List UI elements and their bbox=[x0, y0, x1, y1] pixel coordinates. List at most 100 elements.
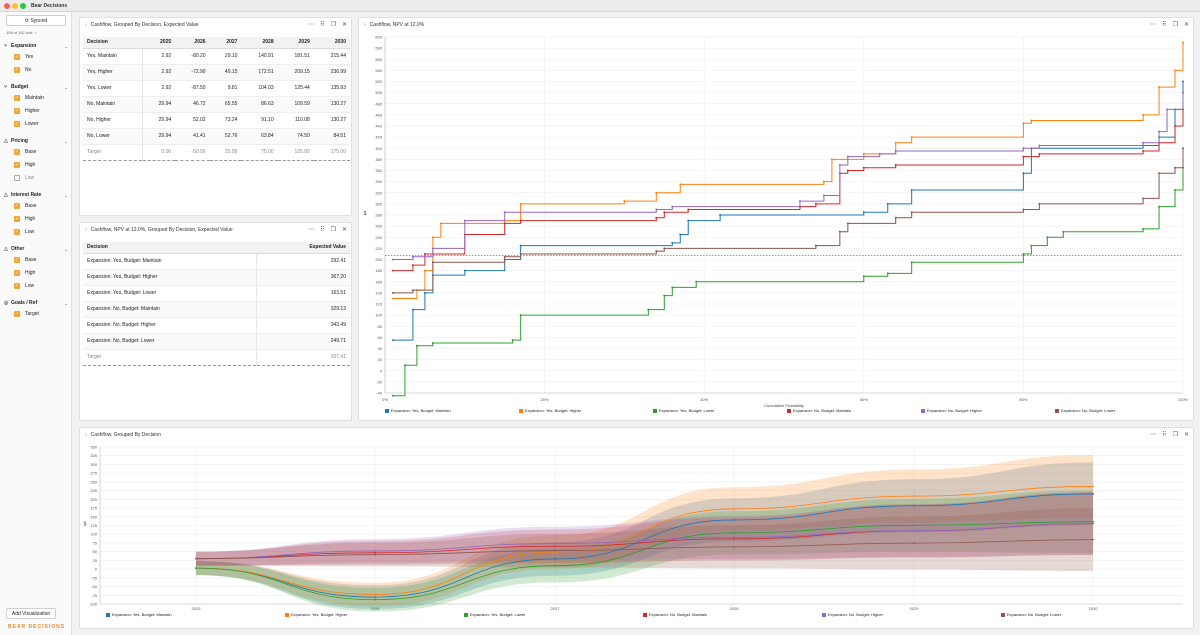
checkbox[interactable] bbox=[14, 174, 20, 181]
checkbox[interactable]: ✓ bbox=[14, 107, 20, 114]
filter-option[interactable]: ✓ No bbox=[4, 63, 68, 76]
checkbox[interactable]: ✓ bbox=[14, 148, 20, 155]
checkbox[interactable]: ✓ bbox=[14, 310, 20, 317]
column-header[interactable]: Decision bbox=[83, 242, 257, 254]
data-point bbox=[733, 536, 735, 539]
add-visualization-button[interactable]: Add Visualization bbox=[6, 608, 56, 619]
minimize-window-button[interactable] bbox=[12, 3, 18, 9]
more-icon[interactable]: ⋯ bbox=[1150, 22, 1157, 28]
legend-item[interactable]: Expansion: No, Budget: Lower bbox=[1055, 408, 1189, 413]
filter-option[interactable]: Low bbox=[4, 171, 68, 184]
close-icon[interactable]: ✕ bbox=[341, 22, 347, 28]
legend-item[interactable]: Expansion: No, Budget: Lower bbox=[1001, 612, 1180, 617]
more-icon[interactable]: ⋯ bbox=[308, 227, 315, 233]
column-header[interactable]: Decision bbox=[83, 37, 143, 49]
copy-icon[interactable]: ❐ bbox=[330, 22, 336, 28]
filter-option-label: Higher bbox=[25, 107, 40, 114]
filter-option[interactable]: ✓ Higher bbox=[4, 104, 68, 117]
column-header[interactable]: 2025 bbox=[142, 37, 176, 49]
legend-item[interactable]: Expansion: No, Budget: Higher bbox=[822, 612, 1001, 617]
filter-option[interactable]: ✓ Maintain bbox=[4, 91, 68, 104]
chevron-down-icon[interactable]: ⌄ bbox=[64, 138, 68, 144]
chevron-down-icon[interactable]: ⌄ bbox=[64, 246, 68, 252]
filter-option[interactable]: ✓ High bbox=[4, 266, 68, 279]
chevron-right-icon[interactable]: › bbox=[364, 22, 366, 28]
checkbox[interactable]: ✓ bbox=[14, 228, 20, 235]
table-cell: 172.51 bbox=[241, 64, 278, 81]
filter-option[interactable]: ✓ Target bbox=[4, 307, 68, 320]
checkbox[interactable]: ✓ bbox=[14, 202, 20, 209]
filter-option[interactable]: ✓ Yes bbox=[4, 50, 68, 63]
checkbox[interactable]: ✓ bbox=[14, 256, 20, 263]
column-header[interactable]: 2029 bbox=[277, 37, 314, 49]
filter-group: ◎ Goals / Ref ⌄ ✓ Target bbox=[4, 299, 68, 320]
more-icon[interactable]: ⋯ bbox=[1150, 432, 1157, 438]
legend-item[interactable]: Expansion: Yes, Budget: Maintain bbox=[385, 408, 519, 413]
maximize-window-button[interactable] bbox=[20, 3, 26, 9]
close-icon[interactable]: ✕ bbox=[1183, 22, 1189, 28]
column-header[interactable]: 2027 bbox=[209, 37, 242, 49]
drag-handle-icon[interactable]: ⠿ bbox=[1162, 432, 1167, 438]
drag-handle-icon[interactable]: ⠿ bbox=[320, 227, 325, 233]
more-icon[interactable]: ⋯ bbox=[308, 22, 315, 28]
y-tick-label: 350 bbox=[90, 445, 97, 450]
filter-group-header[interactable]: △ Other ⌄ bbox=[4, 245, 68, 253]
filter-group-header[interactable]: ◎ Goals / Ref ⌄ bbox=[4, 299, 68, 307]
checkbox[interactable]: ✓ bbox=[14, 94, 20, 101]
filter-option[interactable]: ✓ High bbox=[4, 158, 68, 171]
copy-icon[interactable]: ❐ bbox=[330, 227, 336, 233]
chevron-right-icon[interactable]: › bbox=[85, 227, 87, 233]
filter-option[interactable]: ✓ Low bbox=[4, 225, 68, 238]
checkbox[interactable]: ✓ bbox=[14, 161, 20, 168]
checkbox[interactable]: ✓ bbox=[14, 53, 20, 60]
checkbox[interactable]: ✓ bbox=[14, 269, 20, 276]
filter-option[interactable]: ✓ Base bbox=[4, 145, 68, 158]
filter-group-header[interactable]: △ Interest Rate ⌄ bbox=[4, 191, 68, 199]
filter-option[interactable]: ✓ Lower bbox=[4, 117, 68, 130]
chevron-down-icon[interactable]: ⌄ bbox=[64, 300, 68, 306]
legend-item[interactable]: Expansion: No, Budget: Maintain bbox=[787, 408, 921, 413]
target-row: Target 207.41 bbox=[83, 349, 350, 366]
column-header[interactable]: 2028 bbox=[241, 37, 278, 49]
checkbox[interactable]: ✓ bbox=[14, 282, 20, 289]
filter-group-header[interactable]: △ Pricing ⌄ bbox=[4, 137, 68, 145]
legend-item[interactable]: Expansion: No, Budget: Higher bbox=[921, 408, 1055, 413]
legend-item[interactable]: Expansion: No, Budget: Maintain bbox=[643, 612, 822, 617]
filter-group-header[interactable]: ⑂ Budget ⌄ bbox=[4, 83, 68, 91]
filter-option[interactable]: ✓ Base bbox=[4, 199, 68, 212]
table-cell: 25.00 bbox=[209, 144, 242, 161]
copy-icon[interactable]: ❐ bbox=[1172, 22, 1178, 28]
filter-group-header[interactable]: ⑂ Expansion ⌄ bbox=[4, 42, 68, 50]
column-header[interactable]: Expected Value bbox=[256, 242, 350, 254]
filter-option[interactable]: ✓ High bbox=[4, 212, 68, 225]
legend-item[interactable]: Expansion: Yes, Budget: Higher bbox=[285, 612, 464, 617]
filter-option[interactable]: ✓ Low bbox=[4, 279, 68, 292]
filter-option[interactable]: ✓ Base bbox=[4, 253, 68, 266]
x-tick-label: 2027 bbox=[551, 606, 561, 611]
drag-handle-icon[interactable]: ⠿ bbox=[320, 22, 325, 28]
legend-item[interactable]: Expansion: Yes, Budget: Lower bbox=[464, 612, 643, 617]
synced-button[interactable]: ⟳ Synced bbox=[6, 15, 66, 26]
legend-item[interactable]: Expansion: Yes, Budget: Lower bbox=[653, 408, 787, 413]
drag-handle-icon[interactable]: ⠿ bbox=[1162, 22, 1167, 28]
close-icon[interactable]: ✕ bbox=[1183, 432, 1189, 438]
data-point bbox=[554, 545, 556, 548]
close-icon[interactable]: ✕ bbox=[341, 227, 347, 233]
chevron-down-icon[interactable]: ⌄ bbox=[64, 192, 68, 198]
legend-item[interactable]: Expansion: Yes, Budget: Higher bbox=[519, 408, 653, 413]
column-header[interactable]: 2030 bbox=[313, 37, 350, 49]
column-header[interactable]: 2026 bbox=[175, 37, 210, 49]
checkbox[interactable]: ✓ bbox=[14, 120, 20, 127]
y-tick-label: 380 bbox=[375, 157, 382, 162]
chevron-down-icon[interactable]: ⌄ bbox=[64, 84, 68, 90]
chevron-down-icon[interactable]: ⌄ bbox=[64, 43, 68, 49]
y-tick-label: 175 bbox=[90, 506, 97, 511]
refresh-icon[interactable]: ○ bbox=[34, 30, 38, 35]
chevron-right-icon[interactable]: › bbox=[85, 22, 87, 28]
checkbox[interactable]: ✓ bbox=[14, 66, 20, 73]
chevron-right-icon[interactable]: › bbox=[85, 432, 87, 438]
copy-icon[interactable]: ❐ bbox=[1172, 432, 1178, 438]
legend-item[interactable]: Expansion: Yes, Budget: Maintain bbox=[106, 612, 285, 617]
checkbox[interactable]: ✓ bbox=[14, 215, 20, 222]
close-window-button[interactable] bbox=[4, 3, 10, 9]
